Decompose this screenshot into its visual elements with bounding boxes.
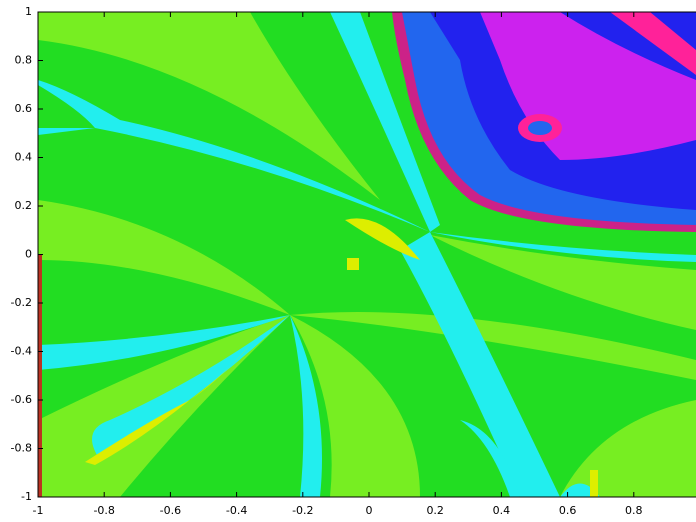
y-tick-label: 0.4 [15,151,33,164]
x-tick-label: -0.4 [226,504,247,517]
y-tick-label: -0.4 [11,345,32,358]
x-tick-label: -0.6 [160,504,181,517]
x-tick-label: 0 [366,504,373,517]
x-tick-label: -1 [33,504,44,517]
x-tick-label: -0.2 [292,504,313,517]
y-tick-label: -1 [21,490,32,503]
y-tick-label: 0.2 [15,199,33,212]
chart: -1 -0.8 -0.6 -0.4 -0.2 0 0.2 0.4 0.6 0.8 -1 -0.8 -0.… [0,0,696,522]
x-tick-label: 0.6 [559,504,577,517]
x-tick-label: 0.2 [426,504,444,517]
y-tick-label: 0.8 [15,54,33,67]
y-tick-label: -0.2 [11,296,32,309]
y-tick-label: -0.8 [11,442,32,455]
page: -1 -0.8 -0.6 -0.4 -0.2 0 0.2 0.4 0.6 0.8 -1 -0.8 -0.… [0,0,696,522]
y-tick-label: 0 [25,248,32,261]
fractal-image [38,12,696,497]
y-tick-label: -0.6 [11,393,32,406]
x-tick-label: 0.8 [625,504,643,517]
x-tick-label: 0.4 [493,504,511,517]
x-tick-label: -0.8 [93,504,114,517]
y-tick-label: 0.6 [15,102,33,115]
y-tick-label: 1 [25,5,32,18]
